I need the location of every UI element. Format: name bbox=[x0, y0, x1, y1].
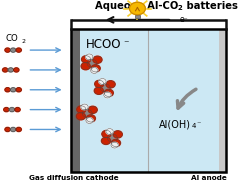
Circle shape bbox=[113, 131, 122, 138]
Circle shape bbox=[5, 127, 10, 132]
Circle shape bbox=[86, 118, 93, 123]
Circle shape bbox=[16, 127, 21, 132]
Circle shape bbox=[111, 139, 120, 147]
Circle shape bbox=[104, 89, 113, 97]
Text: 2: 2 bbox=[178, 5, 183, 11]
Text: HCOO: HCOO bbox=[86, 38, 122, 51]
Text: Gas diffusion cathode: Gas diffusion cathode bbox=[29, 175, 119, 181]
Circle shape bbox=[8, 68, 13, 72]
Circle shape bbox=[86, 115, 95, 122]
Circle shape bbox=[106, 81, 115, 88]
Circle shape bbox=[130, 2, 145, 15]
Circle shape bbox=[9, 108, 15, 112]
Circle shape bbox=[95, 80, 104, 88]
Bar bbox=[71, 29, 226, 172]
Circle shape bbox=[87, 59, 97, 67]
Circle shape bbox=[99, 79, 106, 84]
Circle shape bbox=[88, 106, 97, 113]
Bar bbox=[135, 15, 140, 18]
Circle shape bbox=[4, 108, 9, 112]
Circle shape bbox=[5, 48, 10, 52]
Circle shape bbox=[11, 48, 16, 52]
Text: 2: 2 bbox=[22, 39, 26, 44]
Text: ⁻: ⁻ bbox=[196, 119, 200, 128]
Circle shape bbox=[91, 68, 98, 73]
Circle shape bbox=[107, 134, 117, 142]
Circle shape bbox=[104, 92, 111, 98]
Circle shape bbox=[15, 108, 20, 112]
Circle shape bbox=[106, 129, 113, 134]
Text: Al(OH): Al(OH) bbox=[159, 119, 191, 129]
Circle shape bbox=[76, 113, 85, 120]
Circle shape bbox=[100, 84, 110, 92]
Circle shape bbox=[11, 88, 16, 92]
Circle shape bbox=[102, 130, 111, 138]
Circle shape bbox=[14, 68, 19, 72]
Circle shape bbox=[86, 54, 93, 60]
Text: ⁻: ⁻ bbox=[123, 40, 129, 50]
Circle shape bbox=[81, 63, 90, 70]
Circle shape bbox=[3, 68, 8, 72]
Text: e⁻: e⁻ bbox=[179, 15, 188, 24]
Text: Aqueous Al-CO: Aqueous Al-CO bbox=[95, 1, 178, 11]
Circle shape bbox=[101, 137, 110, 144]
Text: batteries: batteries bbox=[183, 1, 238, 11]
Circle shape bbox=[81, 104, 88, 110]
Circle shape bbox=[16, 88, 21, 92]
Bar bbox=[71, 29, 226, 172]
Circle shape bbox=[111, 142, 118, 148]
Circle shape bbox=[77, 106, 86, 113]
Text: 4: 4 bbox=[191, 123, 196, 129]
Circle shape bbox=[16, 48, 21, 52]
Circle shape bbox=[91, 65, 100, 72]
Circle shape bbox=[5, 88, 10, 92]
Circle shape bbox=[93, 56, 102, 63]
Bar bbox=[219, 29, 226, 172]
Circle shape bbox=[81, 56, 91, 63]
Text: Al anode: Al anode bbox=[191, 175, 227, 181]
Circle shape bbox=[11, 127, 16, 132]
Bar bbox=[71, 29, 80, 172]
Circle shape bbox=[82, 109, 92, 117]
Circle shape bbox=[94, 87, 103, 94]
Text: CO: CO bbox=[6, 34, 19, 43]
